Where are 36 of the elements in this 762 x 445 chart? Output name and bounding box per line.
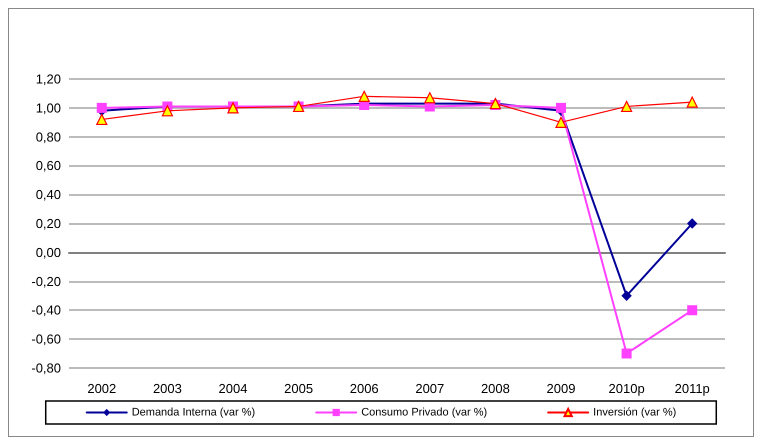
y-tick-label: -0,40 xyxy=(31,302,61,318)
point xyxy=(686,96,698,108)
x-tick-label: 2011p xyxy=(674,381,710,396)
legend-label: Inversión (var %) xyxy=(593,406,676,418)
y-tick-label: -0,20 xyxy=(31,274,61,289)
x-tick-label: 2002 xyxy=(87,381,116,396)
legend-label: Consumo Privado (var %) xyxy=(361,406,488,418)
x-tick-label: 2010p xyxy=(608,381,645,396)
y-tick-label: -0,80 xyxy=(31,360,61,376)
x-tick-label: 2005 xyxy=(284,381,314,396)
y-tick-label: 0,60 xyxy=(36,158,61,174)
point xyxy=(621,100,632,112)
y-tick-label: 0,80 xyxy=(36,129,61,144)
point xyxy=(96,102,107,113)
point xyxy=(96,114,108,126)
y-tick-label: 0,20 xyxy=(36,216,61,231)
point xyxy=(162,105,173,116)
point xyxy=(622,290,632,301)
y-tick-label: 1,20 xyxy=(36,72,61,86)
x-tick-label: 2006 xyxy=(350,381,379,396)
y-tick-label: 0,00 xyxy=(36,244,61,260)
y-tick-label: 1,00 xyxy=(36,100,61,116)
x-tick-label: 2004 xyxy=(218,381,248,396)
x-tick-label: 2008 xyxy=(480,381,510,396)
legend-label: Demanda Interna (var %) xyxy=(132,406,256,418)
y-tick-label: -0,60 xyxy=(31,332,61,347)
point xyxy=(555,116,567,128)
point xyxy=(687,218,698,228)
point xyxy=(358,90,370,102)
point xyxy=(622,348,632,359)
y-tick-label: 0,40 xyxy=(36,187,61,202)
x-tick-label: 2003 xyxy=(152,381,182,396)
x-tick-label: 2009 xyxy=(546,381,576,396)
point xyxy=(424,92,436,104)
point xyxy=(687,305,698,316)
x-tick-label: 2007 xyxy=(415,381,444,396)
